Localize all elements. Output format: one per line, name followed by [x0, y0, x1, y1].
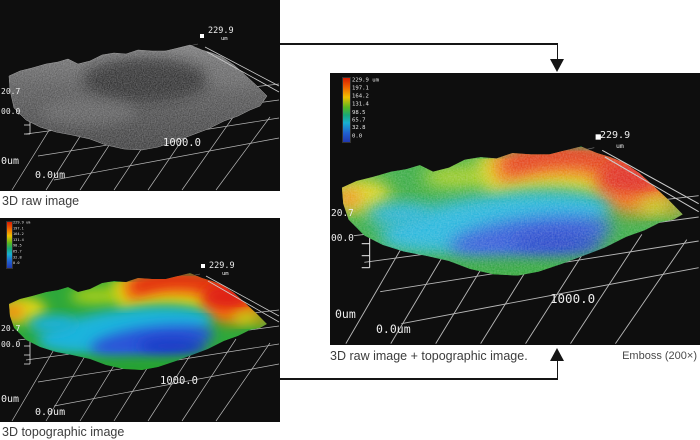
x-axis-max-label: 1000.0 [160, 375, 198, 387]
raw-to-combined-arrow-horizontal [280, 43, 558, 45]
y-axis-zero-label: 0um [335, 307, 356, 321]
raw-surface-rendering [8, 34, 280, 191]
topo-to-combined-arrow-horizontal [280, 378, 558, 380]
topographic-image-panel: 229.9 um 197.1 164.2 131.4 98.5 65.7 32.… [0, 218, 280, 422]
z-axis-upper-label: 20.7 [1, 324, 21, 333]
z-axis-upper-label: 20.7 [331, 208, 354, 219]
scale-label: 164.2 [13, 232, 24, 237]
peak-marker [200, 34, 204, 38]
raw-image-caption: 3D raw image [2, 194, 80, 208]
scale-label: 32.8 [13, 255, 22, 260]
topo-to-combined-arrow-vertical [556, 361, 558, 380]
scale-label: 65.7 [352, 116, 366, 123]
combined-image-caption: 3D raw image + topographic image. [330, 349, 528, 363]
peak-value-label: 229.9 [208, 26, 234, 36]
z-axis-upper-label: 20.7 [1, 87, 21, 96]
raw-to-combined-arrow-vertical [556, 43, 558, 60]
topographic-surface-rendering [9, 264, 280, 422]
peak-unit-label: um [221, 36, 228, 42]
scale-label: 131.4 [352, 100, 369, 107]
peak-value-label: 229.9 [600, 130, 631, 141]
arrowhead-down-icon [550, 59, 564, 72]
scale-label: 32.8 [352, 124, 366, 131]
scale-label: 65.7 [13, 249, 22, 254]
peak-marker [595, 134, 601, 140]
x-axis-max-label: 1000.0 [163, 137, 201, 149]
origin-label: 0.0um [35, 170, 66, 181]
origin-label: 0.0um [376, 322, 411, 336]
z-axis-lower-label: 00.0 [1, 340, 21, 349]
peak-marker [201, 264, 205, 268]
raw-image-panel: 229.9 um 20.7 00.0 1000.0 0um 0.0um [0, 0, 280, 191]
peak-unit-label: um [222, 271, 229, 277]
scale-label: 229.9 um [352, 76, 379, 83]
color-scale-labels: 229.9 um 197.1 164.2 131.4 98.5 65.7 32.… [13, 220, 30, 266]
y-axis-zero-label: 0um [1, 156, 20, 167]
combined-surface-rendering [341, 134, 699, 344]
origin-label: 0.0um [35, 407, 66, 418]
scale-label: 98.5 [13, 243, 22, 248]
color-scale-labels: 229.9 um 197.1 164.2 131.4 98.5 65.7 32.… [352, 76, 379, 140]
emboss-mode-label: Emboss (200×) [622, 350, 697, 362]
peak-value-label: 229.9 [209, 261, 235, 271]
scale-label: 229.9 um [13, 220, 31, 225]
scale-label: 131.4 [13, 237, 24, 243]
combined-image-panel: 229.9 um 197.1 164.2 131.4 98.5 65.7 32.… [330, 73, 700, 345]
x-axis-max-label: 1000.0 [550, 291, 596, 306]
scale-label: 197.1 [352, 84, 369, 91]
scale-label: 164.2 [352, 92, 369, 99]
scale-label: 197.1 [13, 226, 24, 231]
height-color-scale [342, 77, 351, 143]
arrowhead-up-icon [550, 348, 564, 361]
z-axis-lower-label: 00.0 [1, 107, 21, 116]
z-axis-lower-label: 00.0 [331, 233, 354, 244]
topographic-image-caption: 3D topographic image [2, 425, 125, 439]
scale-label: 0.0 [13, 260, 20, 266]
y-axis-zero-label: 0um [1, 394, 20, 405]
scale-label: 98.5 [352, 108, 366, 115]
peak-unit-label: um [616, 142, 624, 150]
height-color-scale [6, 221, 13, 269]
scale-label: 0.0 [352, 132, 363, 139]
